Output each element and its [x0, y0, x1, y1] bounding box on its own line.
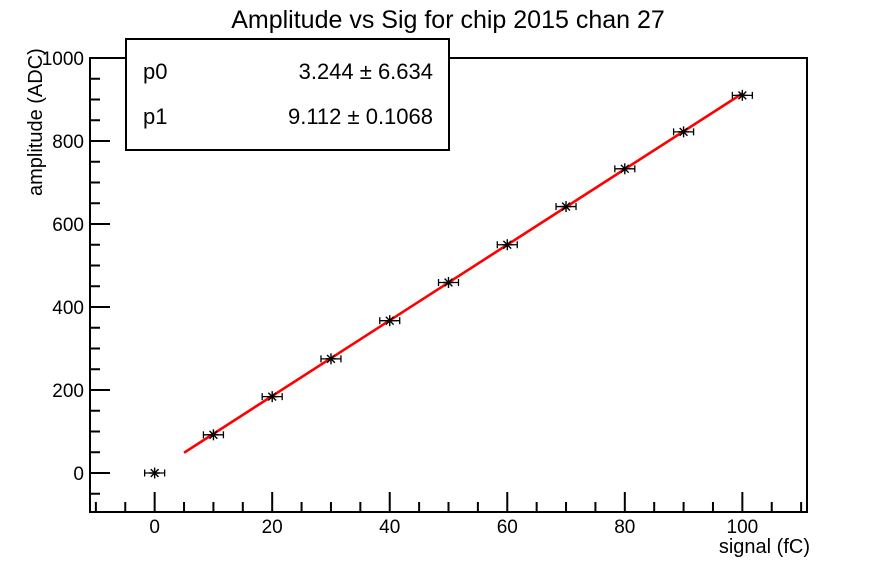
- stats-p1-label: p1: [143, 104, 168, 129]
- data-marker: [326, 354, 336, 364]
- data-marker: [150, 468, 160, 478]
- y-axis-title: amplitude (ADC): [25, 48, 47, 196]
- data-marker: [502, 240, 512, 250]
- x-tick-label: 40: [379, 517, 400, 538]
- x-tick-label: 0: [149, 517, 160, 538]
- data-marker: [620, 164, 630, 174]
- fit-line: [183, 92, 744, 454]
- stats-p1-value: 9.112 ± 0.1068: [287, 104, 433, 129]
- data-marker: [561, 202, 571, 211]
- x-tick-label: 100: [727, 517, 759, 538]
- data-marker: [444, 278, 453, 287]
- data-marker: [737, 90, 747, 100]
- x-tick-label: 20: [262, 517, 283, 538]
- stats-p0-value: 3.244 ± 6.634: [298, 59, 433, 84]
- x-axis-title: signal (fC): [718, 536, 810, 558]
- x-tick-label: 60: [497, 517, 518, 538]
- y-tick-label: 400: [52, 298, 84, 319]
- y-tick-label: 800: [52, 132, 84, 153]
- x-tick-label: 80: [614, 517, 635, 538]
- fit-stats-box: p0 3.244 ± 6.634 p1 9.112 ± 0.1068: [125, 38, 450, 151]
- plot-title: Amplitude vs Sig for chip 2015 chan 27: [231, 6, 665, 34]
- data-marker: [679, 127, 688, 137]
- y-tick-label: 200: [52, 381, 84, 402]
- data-marker: [267, 392, 277, 402]
- y-tick-label: 0: [73, 464, 84, 485]
- stats-row-p1: p1 9.112 ± 0.1068: [127, 104, 448, 130]
- data-marker: [209, 430, 218, 440]
- data-marker: [385, 316, 395, 326]
- stats-row-p0: p0 3.244 ± 6.634: [127, 59, 448, 85]
- stats-p0-label: p0: [143, 59, 168, 84]
- y-tick-label: 600: [52, 215, 84, 236]
- y-tick-label: 1000: [42, 49, 84, 70]
